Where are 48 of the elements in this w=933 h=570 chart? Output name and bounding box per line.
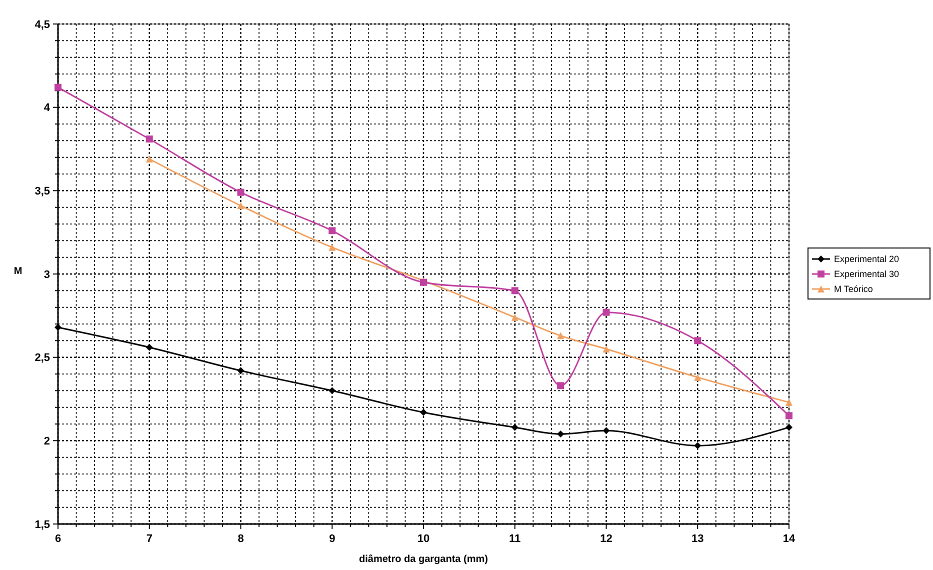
point	[557, 382, 564, 390]
y-tick-label: 4	[44, 102, 51, 114]
y-axis-title: M	[14, 266, 22, 277]
point	[786, 412, 792, 420]
point	[602, 308, 610, 316]
y-tick-label: 4,5	[34, 18, 50, 31]
x-tick-label: 12	[600, 533, 612, 545]
legend-label: Experimental 30	[834, 269, 900, 280]
x-axis-title: diâmetro da garganta (mm)	[359, 554, 488, 565]
point	[237, 188, 244, 196]
point	[786, 424, 792, 431]
y-tick-label: 1,5	[34, 518, 50, 531]
point	[694, 374, 702, 381]
y-tick-label: 2,5	[34, 352, 50, 364]
x-tick-label: 10	[417, 533, 430, 545]
point	[511, 424, 518, 431]
point	[54, 84, 62, 91]
point	[237, 367, 244, 374]
y-tick-label: 2	[44, 436, 50, 448]
x-tick-label: 6	[54, 533, 62, 545]
point	[602, 346, 610, 352]
x-tick-label: 7	[146, 533, 152, 545]
x-tick-label: 14	[782, 533, 796, 545]
point	[237, 202, 244, 210]
x-tick-label: 9	[329, 533, 336, 545]
point	[511, 287, 518, 294]
point	[786, 398, 792, 406]
point	[602, 427, 610, 434]
point	[328, 244, 336, 251]
x-tick-label: 8	[238, 533, 244, 545]
x-tick-label: 11	[509, 533, 521, 545]
point	[694, 442, 702, 450]
x-tick-label: 13	[692, 533, 704, 545]
point	[146, 136, 153, 142]
point	[511, 314, 518, 321]
point	[557, 430, 564, 438]
point	[328, 227, 336, 234]
y-tick-label: 3,5	[34, 186, 50, 198]
y-tick-label: 3	[44, 268, 50, 281]
point	[420, 408, 427, 416]
point	[557, 332, 564, 340]
point	[328, 387, 336, 394]
point	[54, 324, 62, 331]
point	[146, 344, 153, 351]
legend-label: Experimental 20	[834, 254, 900, 264]
legend-label: M Teórico	[834, 284, 873, 294]
point	[694, 337, 702, 344]
point	[146, 156, 153, 162]
